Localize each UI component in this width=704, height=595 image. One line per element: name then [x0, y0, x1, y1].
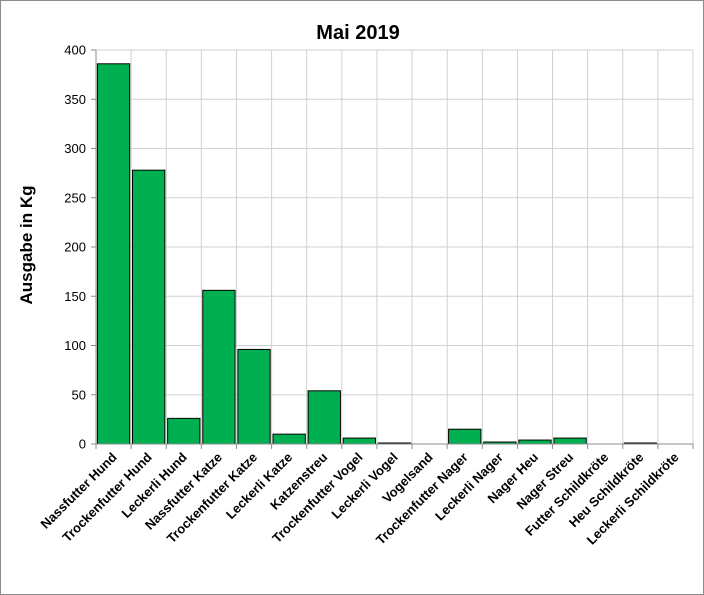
bar	[167, 417, 201, 445]
y-tick-label: 200	[64, 240, 86, 255]
bar	[307, 390, 341, 445]
y-tick-labels: 0 50 100 150 200 250 300 350 400	[64, 43, 86, 452]
y-tick-label: 300	[64, 141, 86, 156]
y-tick-label: 250	[64, 190, 86, 205]
gridlines	[96, 49, 694, 445]
bar	[518, 439, 552, 445]
y-axis-label: Ausgabe in Kg	[17, 185, 36, 304]
y-tick-label: 100	[64, 338, 86, 353]
y-tick-label: 350	[64, 92, 86, 107]
bar	[553, 437, 587, 445]
y-tick-label: 0	[79, 437, 86, 452]
bar	[342, 437, 377, 445]
bars	[96, 63, 657, 445]
bar	[132, 169, 166, 445]
bar	[237, 348, 271, 445]
bar	[96, 63, 131, 445]
chart-title: Mai 2019	[316, 22, 399, 44]
y-tick-label: 400	[64, 43, 86, 58]
y-tick-label: 150	[64, 289, 86, 304]
bar	[272, 433, 306, 445]
y-tick-label: 50	[72, 387, 86, 402]
bar	[202, 289, 236, 445]
axes	[91, 49, 694, 449]
bar	[448, 428, 482, 445]
